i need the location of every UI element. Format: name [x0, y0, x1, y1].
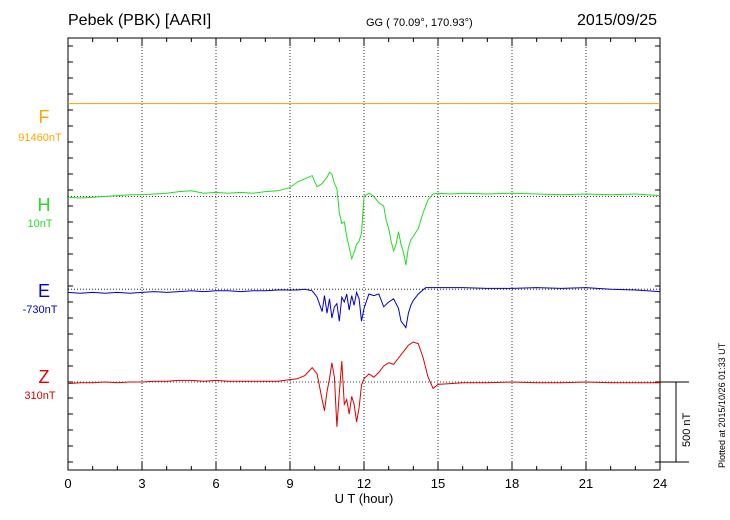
- plotted-timestamp: Plotted at 2015/10/26 01:33 UT: [717, 342, 727, 468]
- component-label-e: E: [37, 281, 50, 301]
- series-line-z: [67, 341, 660, 427]
- plot-date: 2015/09/25: [577, 12, 658, 29]
- x-tick-label: 9: [286, 476, 293, 491]
- station-coordinates: GG ( 70.09°, 170.93°): [366, 17, 473, 29]
- x-tick-label: 15: [431, 476, 445, 491]
- baseline-label-z: 310nT: [24, 390, 56, 402]
- baseline-label-e: -730nT: [22, 304, 58, 316]
- x-tick-label: 0: [64, 476, 71, 491]
- baseline-label-f: 91460nT: [18, 132, 62, 144]
- component-label-z: Z: [38, 367, 50, 387]
- baseline-label-h: 10nT: [27, 218, 53, 230]
- station-title: Pebek (PBK) [AARI]: [68, 12, 212, 29]
- x-tick-label: 6: [212, 476, 219, 491]
- component-label-f: F: [38, 107, 50, 127]
- x-tick-label: 3: [138, 476, 145, 491]
- series-line-h: [67, 171, 661, 266]
- x-tick-label: 12: [357, 476, 371, 491]
- component-label-h: H: [37, 195, 51, 215]
- x-axis-label: U T (hour): [335, 491, 394, 506]
- x-tick-label: 24: [653, 476, 667, 491]
- series-line-e: [67, 287, 661, 329]
- x-tick-label: 18: [505, 476, 519, 491]
- scale-bar-label: 500 nT: [681, 412, 693, 447]
- x-tick-label: 21: [579, 476, 593, 491]
